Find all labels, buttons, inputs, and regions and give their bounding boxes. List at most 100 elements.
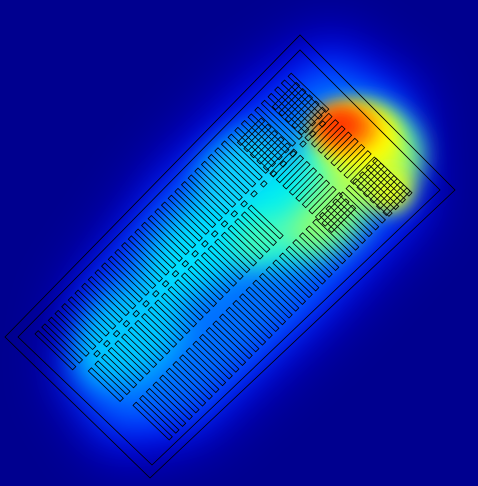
rack-row bbox=[127, 235, 170, 276]
rack-row bbox=[141, 221, 183, 262]
rack-row bbox=[159, 374, 200, 414]
rack-row bbox=[318, 120, 327, 128]
rack-row bbox=[54, 309, 97, 351]
rack-row bbox=[267, 92, 310, 134]
rack-row bbox=[279, 160, 288, 168]
rack-row bbox=[356, 162, 385, 192]
rack-row bbox=[250, 190, 258, 198]
rack-row bbox=[141, 313, 178, 348]
rack-row bbox=[298, 232, 340, 272]
rack-row bbox=[132, 309, 140, 318]
rack-row bbox=[220, 231, 258, 267]
rack-row bbox=[220, 220, 229, 228]
rack-row bbox=[220, 140, 263, 181]
rack-row bbox=[240, 211, 277, 247]
rack-row bbox=[121, 242, 163, 283]
rack-row bbox=[210, 230, 219, 238]
rack-row bbox=[47, 316, 90, 357]
rack-row bbox=[172, 360, 213, 400]
rack-row bbox=[343, 150, 372, 179]
rack-row bbox=[214, 238, 251, 274]
rack-row bbox=[318, 211, 360, 251]
rack-row bbox=[282, 160, 311, 190]
rack-row bbox=[260, 99, 303, 140]
rack-row bbox=[239, 293, 280, 333]
rack-row bbox=[332, 198, 373, 238]
rack-row bbox=[314, 192, 344, 221]
rack-row bbox=[321, 198, 350, 227]
rack-row bbox=[236, 117, 266, 146]
rack-row bbox=[345, 184, 386, 224]
rack-row bbox=[365, 164, 406, 204]
rack-row bbox=[127, 326, 164, 362]
rack-row bbox=[179, 354, 220, 394]
rack-row bbox=[205, 327, 247, 366]
rack-row bbox=[121, 333, 158, 369]
rack-row bbox=[207, 153, 250, 195]
rack-row bbox=[101, 262, 143, 303]
rack-row bbox=[94, 269, 137, 310]
rack-row bbox=[147, 306, 184, 341]
rack-row bbox=[278, 252, 320, 292]
rack-row bbox=[278, 88, 307, 117]
rack-row bbox=[214, 147, 257, 188]
rack-row bbox=[308, 185, 337, 215]
rack-row bbox=[181, 260, 190, 268]
rack-row bbox=[67, 296, 110, 337]
rack-row bbox=[234, 218, 271, 253]
rack-row bbox=[180, 272, 218, 308]
rack-row bbox=[338, 191, 380, 231]
rack-row bbox=[152, 381, 193, 421]
rack-row bbox=[61, 303, 103, 344]
rack-row bbox=[107, 346, 144, 382]
rack-row bbox=[269, 148, 298, 178]
rack-row bbox=[107, 255, 150, 296]
rack-row bbox=[323, 131, 353, 161]
rack-row bbox=[81, 282, 123, 323]
rack-row bbox=[227, 133, 270, 174]
rack-row bbox=[154, 208, 197, 249]
rack-row bbox=[349, 156, 379, 185]
rack-row bbox=[284, 94, 314, 123]
rack-row bbox=[174, 187, 217, 229]
rack-row bbox=[256, 136, 285, 165]
rack-row bbox=[291, 100, 320, 129]
rack-row bbox=[289, 150, 297, 158]
rack-row bbox=[369, 175, 398, 204]
rack-row bbox=[271, 81, 301, 111]
rack-row bbox=[154, 299, 191, 335]
rack-row bbox=[93, 349, 101, 358]
rack-row bbox=[142, 300, 150, 308]
rack-row bbox=[194, 167, 237, 208]
rack-row bbox=[200, 160, 243, 201]
rack-rows bbox=[34, 72, 413, 441]
rack-row bbox=[74, 289, 117, 330]
rack-row bbox=[325, 205, 366, 244]
rack-row bbox=[152, 290, 160, 298]
rack-row bbox=[165, 367, 207, 407]
rack-row bbox=[219, 313, 260, 353]
rack-row bbox=[285, 245, 327, 285]
rack-row bbox=[309, 130, 317, 138]
rack-row bbox=[191, 250, 199, 258]
rack-row bbox=[187, 265, 224, 301]
rack-row bbox=[247, 113, 290, 154]
rack-row bbox=[362, 168, 392, 198]
rack-row bbox=[317, 125, 346, 154]
rack-row bbox=[230, 210, 239, 218]
rack-row bbox=[327, 204, 357, 233]
rack-row bbox=[280, 79, 323, 120]
rack-row bbox=[139, 394, 180, 434]
rack-row bbox=[194, 258, 231, 294]
rack-row bbox=[262, 142, 292, 171]
rack-row bbox=[288, 167, 318, 196]
rack-row bbox=[292, 239, 333, 278]
rack-row bbox=[160, 201, 203, 242]
rack-row bbox=[187, 174, 230, 215]
rack-row bbox=[112, 329, 121, 338]
rack-row bbox=[225, 306, 267, 346]
rack-row bbox=[258, 272, 300, 312]
rack-row bbox=[372, 157, 413, 197]
rack-row bbox=[167, 194, 210, 235]
building-outline bbox=[4, 34, 456, 479]
